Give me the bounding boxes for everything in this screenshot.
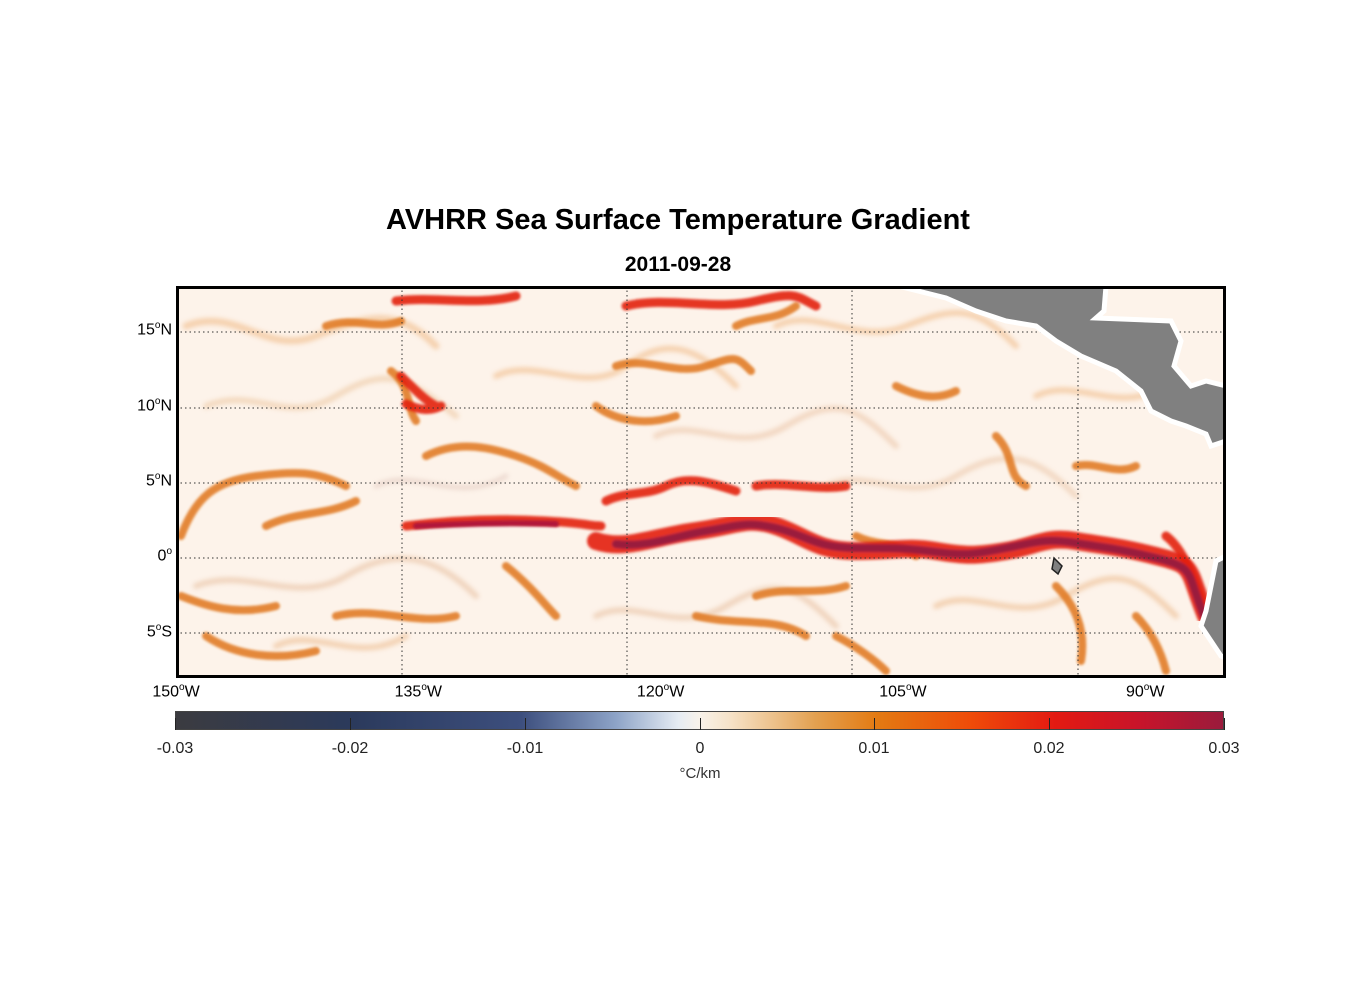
latitude-label: 0o [112, 546, 172, 565]
land-central-america [897, 286, 1226, 450]
degree-symbol: o [154, 320, 161, 332]
colorbar-tick [350, 718, 351, 730]
colorbar-tick [175, 718, 176, 730]
map-subtitle: 2011-09-28 [624, 253, 732, 276]
lat-number: 10 [137, 396, 155, 414]
longitude-label: 90oW [1105, 682, 1185, 701]
degree-symbol: o [421, 682, 427, 693]
colorbar-tick-label: 0.02 [1033, 740, 1065, 757]
degree-symbol: o [179, 682, 185, 693]
latitude-label: 5oS [112, 622, 172, 641]
longitude-label: 105oW [863, 682, 943, 701]
sst-gradient-map [176, 286, 1226, 678]
lat-number: 5 [146, 623, 156, 641]
lon-number: 105 [879, 683, 906, 701]
land-south-america [1198, 553, 1226, 661]
longitude-label: 135oW [378, 682, 458, 701]
lon-number: 150 [152, 683, 180, 701]
lat-hemisphere: N [160, 472, 172, 490]
equatorial-front [413, 512, 1215, 625]
lat-number: 0 [157, 547, 167, 565]
degree-symbol: o [166, 546, 172, 558]
degree-symbol: o [663, 682, 670, 693]
colorbar-tick-label: -0.02 [331, 740, 369, 757]
lon-hemisphere: W [669, 683, 685, 701]
weak-gradient-texture [182, 309, 1179, 651]
lon-hemisphere: W [184, 683, 200, 701]
degree-symbol: o [154, 395, 161, 407]
degree-symbol: o [905, 682, 912, 693]
lat-number: 15 [137, 321, 155, 339]
colorbar-tick-label: -0.03 [156, 740, 194, 757]
colorbar-tick [1224, 718, 1225, 730]
map-title: AVHRR Sea Surface Temperature Gradient [386, 204, 970, 236]
latitude-label: 5oN [112, 471, 172, 490]
lat-hemisphere: S [161, 623, 172, 641]
colorbar-tick [525, 718, 526, 730]
longitude-label: 150oW [136, 682, 216, 701]
colorbar-tick-label: 0 [695, 740, 705, 757]
degree-symbol: o [155, 621, 162, 633]
moderate-fronts [177, 302, 1170, 675]
lon-number: 135 [394, 683, 422, 701]
colorbar-tick [874, 718, 875, 730]
colorbar-tick-label: -0.01 [506, 740, 544, 757]
degree-symbol: o [154, 471, 161, 482]
colorbar-tick-label: 0.03 [1208, 740, 1240, 757]
colorbar-tick [700, 718, 701, 730]
lon-hemisphere: W [426, 683, 442, 701]
colorbar-tick [1049, 718, 1050, 730]
latitude-label: 10oN [112, 396, 172, 415]
longitude-label: 120oW [621, 682, 701, 701]
lat-hemisphere: N [160, 321, 172, 339]
latitude-label: 15oN [112, 320, 172, 339]
lon-number: 90 [1125, 683, 1144, 701]
degree-symbol: o [1143, 682, 1150, 693]
lon-hemisphere: W [911, 683, 927, 701]
lat-hemisphere: N [160, 396, 172, 414]
lat-number: 5 [145, 472, 155, 490]
colorbar-tick-label: 0.01 [858, 740, 890, 757]
land-galapagos [1051, 556, 1063, 576]
lon-hemisphere: W [1149, 683, 1165, 701]
colorbar-unit-label: °C/km [679, 765, 721, 782]
lon-number: 120 [636, 683, 664, 701]
